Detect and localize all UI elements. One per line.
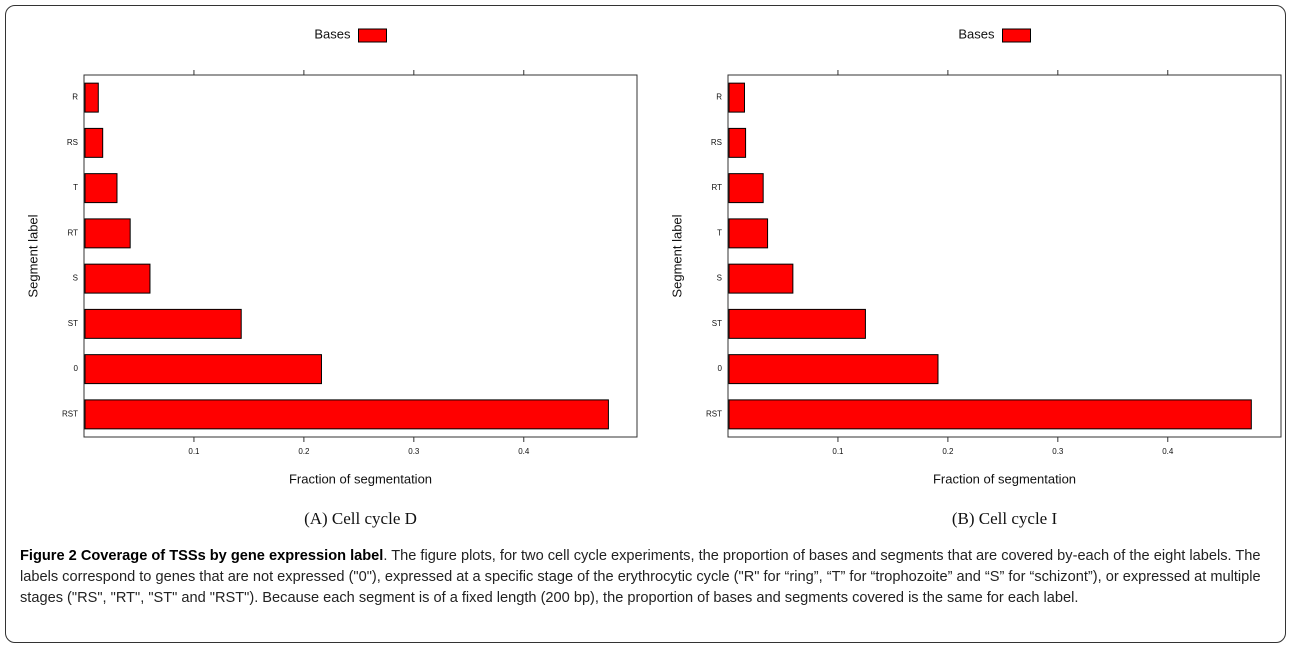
bar — [84, 127, 104, 158]
caption-title: Figure 2 Coverage of TSSs by gene expres… — [20, 548, 384, 564]
x-tick-label: 0.3 — [408, 447, 420, 456]
legend-swatch — [358, 28, 387, 43]
bar — [728, 82, 745, 113]
legend-swatch — [1002, 28, 1031, 43]
y-tick-label: RS — [67, 138, 78, 147]
legend-label: Bases — [958, 26, 995, 41]
y-tick-label: R — [716, 93, 722, 102]
x-tick-label: 0.3 — [1052, 447, 1064, 456]
y-tick-label: 0 — [74, 364, 79, 373]
x-tick-label: 0.2 — [942, 447, 954, 456]
bar — [84, 399, 609, 430]
bar — [728, 218, 769, 249]
bar — [84, 263, 151, 294]
y-axis-label: Segment label — [669, 214, 684, 297]
y-tick-label: T — [717, 228, 722, 237]
bar — [84, 82, 99, 113]
x-tick-label: 0.1 — [188, 447, 200, 456]
y-tick-label: RT — [67, 228, 78, 237]
y-tick-label: S — [73, 274, 78, 283]
bar — [84, 354, 322, 385]
y-tick-label: RST — [62, 409, 78, 418]
bar — [84, 173, 118, 204]
x-tick-label: 0.4 — [518, 447, 530, 456]
y-axis-label: Segment label — [25, 214, 40, 297]
bar — [84, 218, 131, 249]
caption-text: . The figure plots, for two cell cycle e… — [20, 548, 1261, 606]
y-tick-label: RST — [706, 409, 722, 418]
x-axis-label: Fraction of segmentation — [289, 471, 432, 486]
y-tick-label: 0 — [718, 364, 723, 373]
y-tick-label: RT — [711, 183, 722, 192]
bar — [728, 263, 794, 294]
bar — [728, 173, 764, 204]
x-axis-label: Fraction of segmentation — [933, 471, 1076, 486]
bar — [728, 308, 866, 339]
bar — [728, 399, 1252, 430]
y-tick-label: ST — [68, 319, 78, 328]
bar — [728, 354, 939, 385]
x-tick-label: 0.4 — [1162, 447, 1174, 456]
plot-frame — [83, 74, 638, 438]
figure-frame — [5, 5, 1286, 643]
legend-label: Bases — [314, 26, 351, 41]
figure-caption: Figure 2 Coverage of TSSs by gene expres… — [20, 546, 1278, 609]
y-tick-label: ST — [712, 319, 722, 328]
y-tick-label: RS — [711, 138, 722, 147]
y-tick-label: T — [73, 183, 78, 192]
x-tick-label: 0.2 — [298, 447, 310, 456]
panel-caption: (B) Cell cycle I — [952, 509, 1058, 528]
plot-frame — [727, 74, 1282, 438]
x-tick-label: 0.1 — [832, 447, 844, 456]
y-tick-label: S — [717, 274, 722, 283]
bar — [728, 127, 747, 158]
y-tick-label: R — [72, 93, 78, 102]
bar — [84, 308, 242, 339]
panel-caption: (A) Cell cycle D — [304, 509, 417, 528]
